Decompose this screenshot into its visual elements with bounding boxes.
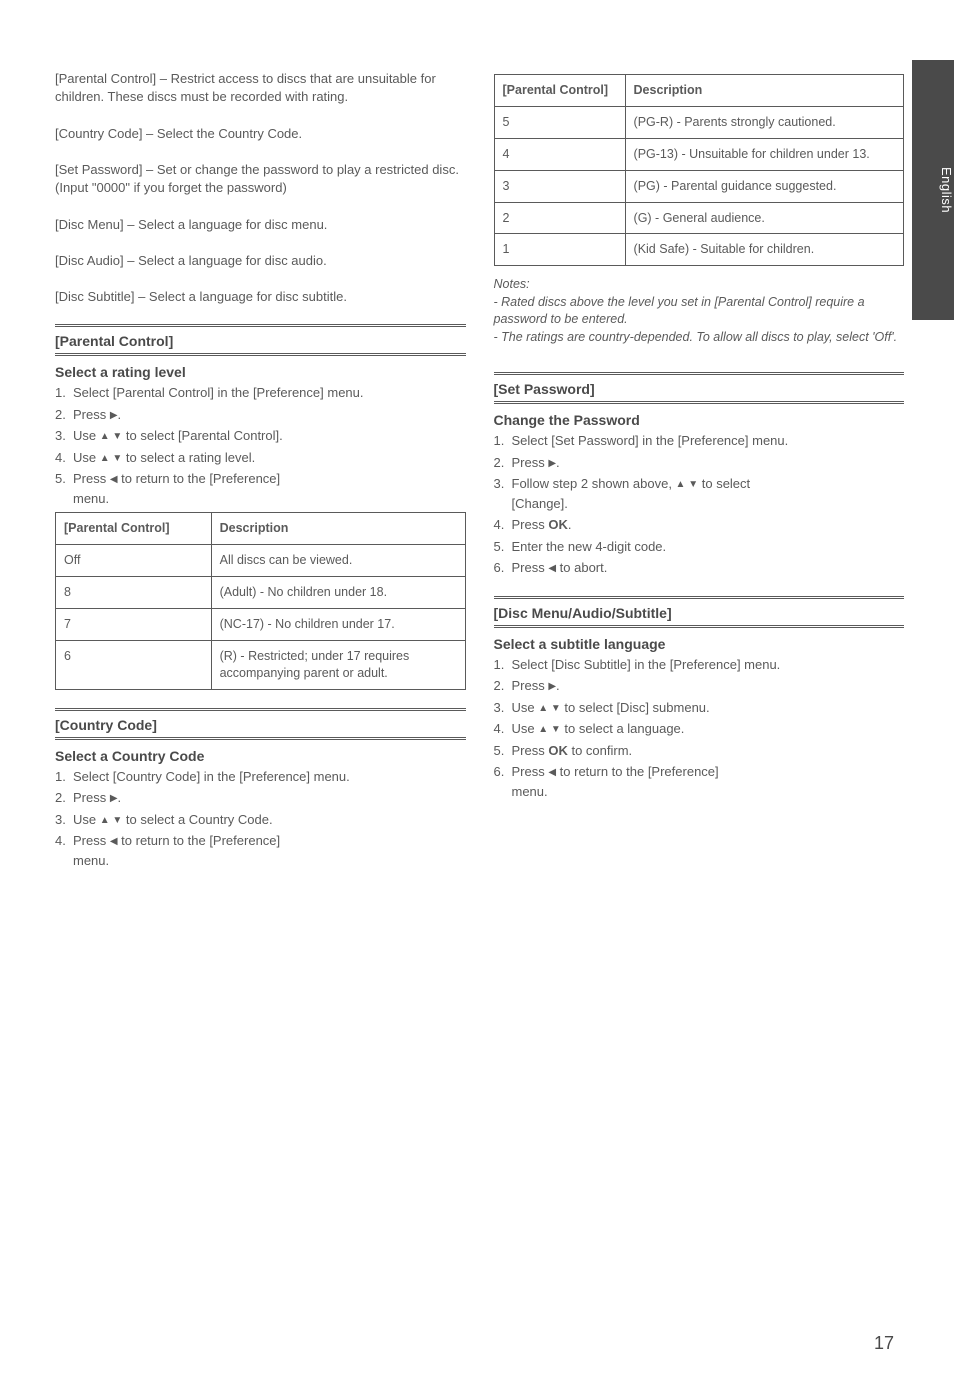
table-cell: (R) - Restricted; under 17 requires acco… [211, 640, 465, 689]
table-cell: 1 [494, 234, 625, 266]
table-header: Description [211, 513, 465, 545]
table-cell: (Adult) - No children under 18. [211, 577, 465, 609]
table-cell: (G) - General audience. [625, 202, 903, 234]
up-down-arrow-icon: ▲ ▼ [100, 453, 123, 464]
parental-steps: 1.Select [Parental Control] in the [Pref… [55, 383, 466, 508]
table-cell: (PG-13) - Unsuitable for children under … [625, 138, 903, 170]
section-set-password: [Set Password] [494, 381, 905, 397]
left-arrow-icon: ◀ [110, 474, 118, 485]
table-cell: 5 [494, 106, 625, 138]
table-header: [Parental Control] [494, 75, 625, 107]
up-down-arrow-icon: ▲ ▼ [100, 815, 123, 826]
table-cell: 6 [56, 640, 212, 689]
right-arrow-icon: ▶ [110, 793, 118, 804]
right-column: [Parental Control] Description 5(PG-R) -… [494, 70, 905, 872]
subhead-country: Select a Country Code [55, 748, 466, 764]
left-arrow-icon: ◀ [110, 836, 118, 847]
pref-item: [Parental Control] – Restrict access to … [55, 70, 466, 106]
up-down-arrow-icon: ▲ ▼ [676, 479, 699, 490]
up-down-arrow-icon: ▲ ▼ [538, 703, 561, 714]
pref-item: [Disc Menu] – Select a language for disc… [55, 216, 466, 234]
section-parental-control: [Parental Control] [55, 333, 466, 349]
subhead-password: Change the Password [494, 412, 905, 428]
left-arrow-icon: ◀ [548, 563, 556, 574]
section-disc-menu: [Disc Menu/Audio/Subtitle] [494, 605, 905, 621]
subhead-subtitle-lang: Select a subtitle language [494, 636, 905, 652]
right-arrow-icon: ▶ [110, 410, 118, 421]
pref-item: [Disc Subtitle] – Select a language for … [55, 288, 466, 306]
page-number: 17 [874, 1333, 894, 1354]
table-cell: (Kid Safe) - Suitable for children. [625, 234, 903, 266]
pref-item: [Disc Audio] – Select a language for dis… [55, 252, 466, 270]
table-cell: 4 [494, 138, 625, 170]
note-item: - Rated discs above the level you set in… [494, 294, 905, 329]
disc-steps: 1.Select [Disc Subtitle] in the [Prefere… [494, 655, 905, 802]
up-down-arrow-icon: ▲ ▼ [538, 724, 561, 735]
pref-item: [Set Password] – Set or change the passw… [55, 161, 466, 197]
table-header: [Parental Control] [56, 513, 212, 545]
right-arrow-icon: ▶ [548, 681, 556, 692]
table-cell: Off [56, 545, 212, 577]
table-cell: (PG-R) - Parents strongly cautioned. [625, 106, 903, 138]
right-arrow-icon: ▶ [548, 458, 556, 469]
note-item: - The ratings are country-depended. To a… [494, 329, 905, 347]
left-arrow-icon: ◀ [548, 767, 556, 778]
subhead-rating: Select a rating level [55, 364, 466, 380]
table-cell: (PG) - Parental guidance suggested. [625, 170, 903, 202]
page-content: [Parental Control] – Restrict access to … [0, 0, 954, 902]
table-cell: (NC-17) - No children under 17. [211, 609, 465, 641]
language-tab: English [912, 60, 954, 320]
table-cell: 7 [56, 609, 212, 641]
table-cell: 8 [56, 577, 212, 609]
section-country-code: [Country Code] [55, 717, 466, 733]
country-steps: 1.Select [Country Code] in the [Preferen… [55, 767, 466, 871]
up-down-arrow-icon: ▲ ▼ [100, 431, 123, 442]
pref-item: [Country Code] – Select the Country Code… [55, 125, 466, 143]
ratings-table-right: [Parental Control] Description 5(PG-R) -… [494, 74, 905, 266]
table-cell: 2 [494, 202, 625, 234]
ratings-table-left: [Parental Control] Description OffAll di… [55, 512, 466, 689]
left-column: [Parental Control] – Restrict access to … [55, 70, 466, 872]
table-header: Description [625, 75, 903, 107]
parental-intro: [Parental Control] – Restrict access to … [55, 70, 466, 306]
password-steps: 1.Select [Set Password] in the [Preferen… [494, 431, 905, 578]
table-cell: All discs can be viewed. [211, 545, 465, 577]
notes-block: Notes: - Rated discs above the level you… [494, 276, 905, 346]
table-cell: 3 [494, 170, 625, 202]
notes-title: Notes: [494, 276, 905, 294]
